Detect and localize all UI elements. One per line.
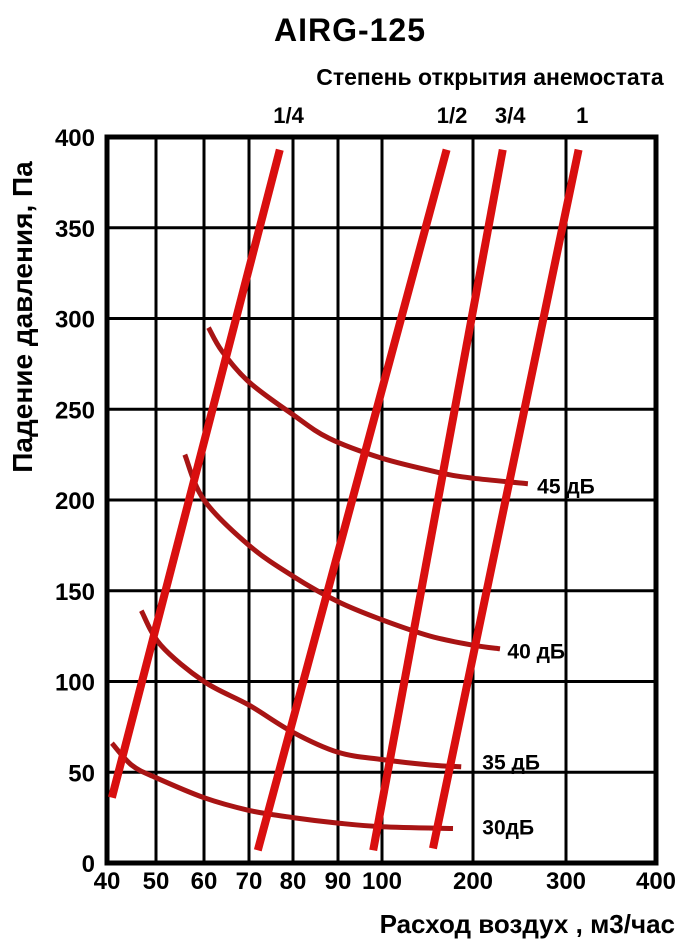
noise-curve-30дБ bbox=[110, 741, 454, 831]
x-axis-title: Расход воздух , м3/час bbox=[379, 909, 675, 939]
y-tick-label: 100 bbox=[55, 670, 95, 697]
y-tick-label: 0 bbox=[82, 851, 95, 878]
opening-line-1/4 bbox=[108, 148, 284, 799]
x-tick-label: 100 bbox=[362, 868, 402, 895]
y-tick-label: 250 bbox=[55, 397, 95, 424]
noise-curve-label: 45 дБ bbox=[537, 475, 595, 498]
y-tick-label: 400 bbox=[55, 125, 95, 152]
opening-line-1/2 bbox=[253, 148, 451, 852]
x-tick-label: 300 bbox=[546, 868, 586, 895]
x-tick-label: 90 bbox=[325, 868, 352, 895]
y-tick-label: 50 bbox=[68, 760, 95, 787]
y-tick-label: 200 bbox=[55, 488, 95, 515]
x-tick-label: 400 bbox=[636, 868, 676, 895]
noise-curve-45 дБ bbox=[206, 326, 529, 487]
opening-line-1 bbox=[429, 148, 583, 850]
x-tick-label: 200 bbox=[453, 868, 493, 895]
opening-line-3/4 bbox=[369, 148, 507, 852]
x-tick-label: 80 bbox=[280, 868, 307, 895]
opening-tick-label: 3/4 bbox=[495, 103, 526, 128]
noise-curve-label: 40 дБ bbox=[507, 641, 565, 664]
y-tick-label: 150 bbox=[55, 579, 95, 606]
noise-curve-label: 30дБ bbox=[482, 817, 534, 840]
x-tick-label: 60 bbox=[191, 868, 218, 895]
opening-tick-label: 1/2 bbox=[437, 103, 468, 128]
y-tick-label: 300 bbox=[55, 307, 95, 334]
opening-tick-label: 1 bbox=[576, 103, 588, 128]
x-tick-label: 50 bbox=[143, 868, 170, 895]
plot-border bbox=[104, 134, 659, 866]
chart-title: AIRG-125 bbox=[273, 12, 427, 48]
y-tick-label: 350 bbox=[55, 216, 95, 243]
noise-curve-label: 35 дБ bbox=[482, 751, 540, 774]
x-tick-label: 70 bbox=[236, 868, 263, 895]
x-tick-label: 40 bbox=[94, 868, 121, 895]
top-axis-title: Степень открытия анемостата bbox=[316, 64, 664, 90]
opening-tick-label: 1/4 bbox=[273, 103, 304, 128]
noise-curve-40 дБ bbox=[182, 453, 501, 652]
